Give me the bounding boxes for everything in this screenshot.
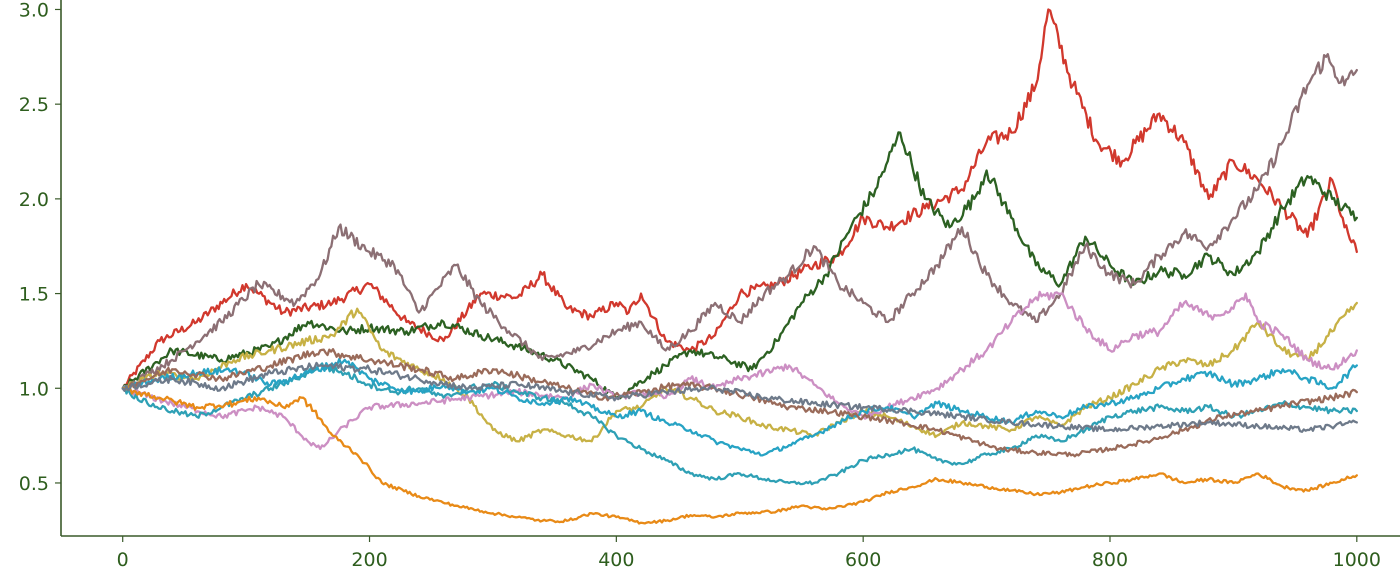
series-layer: [121, 8, 1358, 525]
x-tick-label: 600: [845, 549, 881, 569]
y-tick-label: 2.5: [19, 94, 49, 116]
series-line-9: [121, 386, 1358, 525]
x-axis-ticks: 0 200 400 600 800 1000: [117, 536, 1381, 569]
x-tick-label: 1000: [1333, 549, 1381, 569]
x-tick-label: 200: [351, 549, 387, 569]
y-tick-label: 1.5: [19, 284, 49, 306]
y-tick-label: 0.5: [19, 473, 49, 495]
y-tick-label: 2.0: [19, 189, 49, 211]
y-tick-label: 1.0: [19, 378, 49, 400]
series-line-7: [121, 357, 1358, 457]
y-tick-label: 3.0: [19, 0, 49, 21]
series-line-3: [121, 53, 1358, 392]
series-line-1: [121, 8, 1358, 390]
series-line-5: [121, 290, 1358, 451]
x-tick-label: 0: [117, 549, 129, 569]
series-line-8: [121, 348, 1358, 458]
x-tick-label: 400: [598, 549, 634, 569]
y-axis-ticks: 0.5 1.0 1.5 2.0 2.5 3.0: [19, 0, 61, 495]
series-line-10: [121, 361, 1358, 433]
x-tick-label: 800: [1092, 549, 1128, 569]
series-line-2: [121, 131, 1358, 400]
series-line-4: [121, 301, 1358, 443]
